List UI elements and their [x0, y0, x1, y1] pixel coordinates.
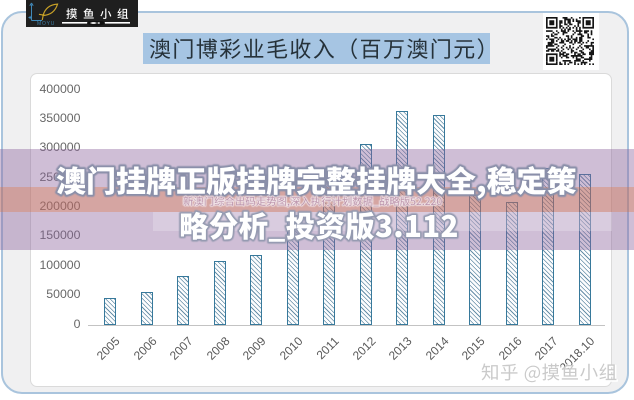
- svg-text:MOYU: MOYU: [37, 21, 55, 27]
